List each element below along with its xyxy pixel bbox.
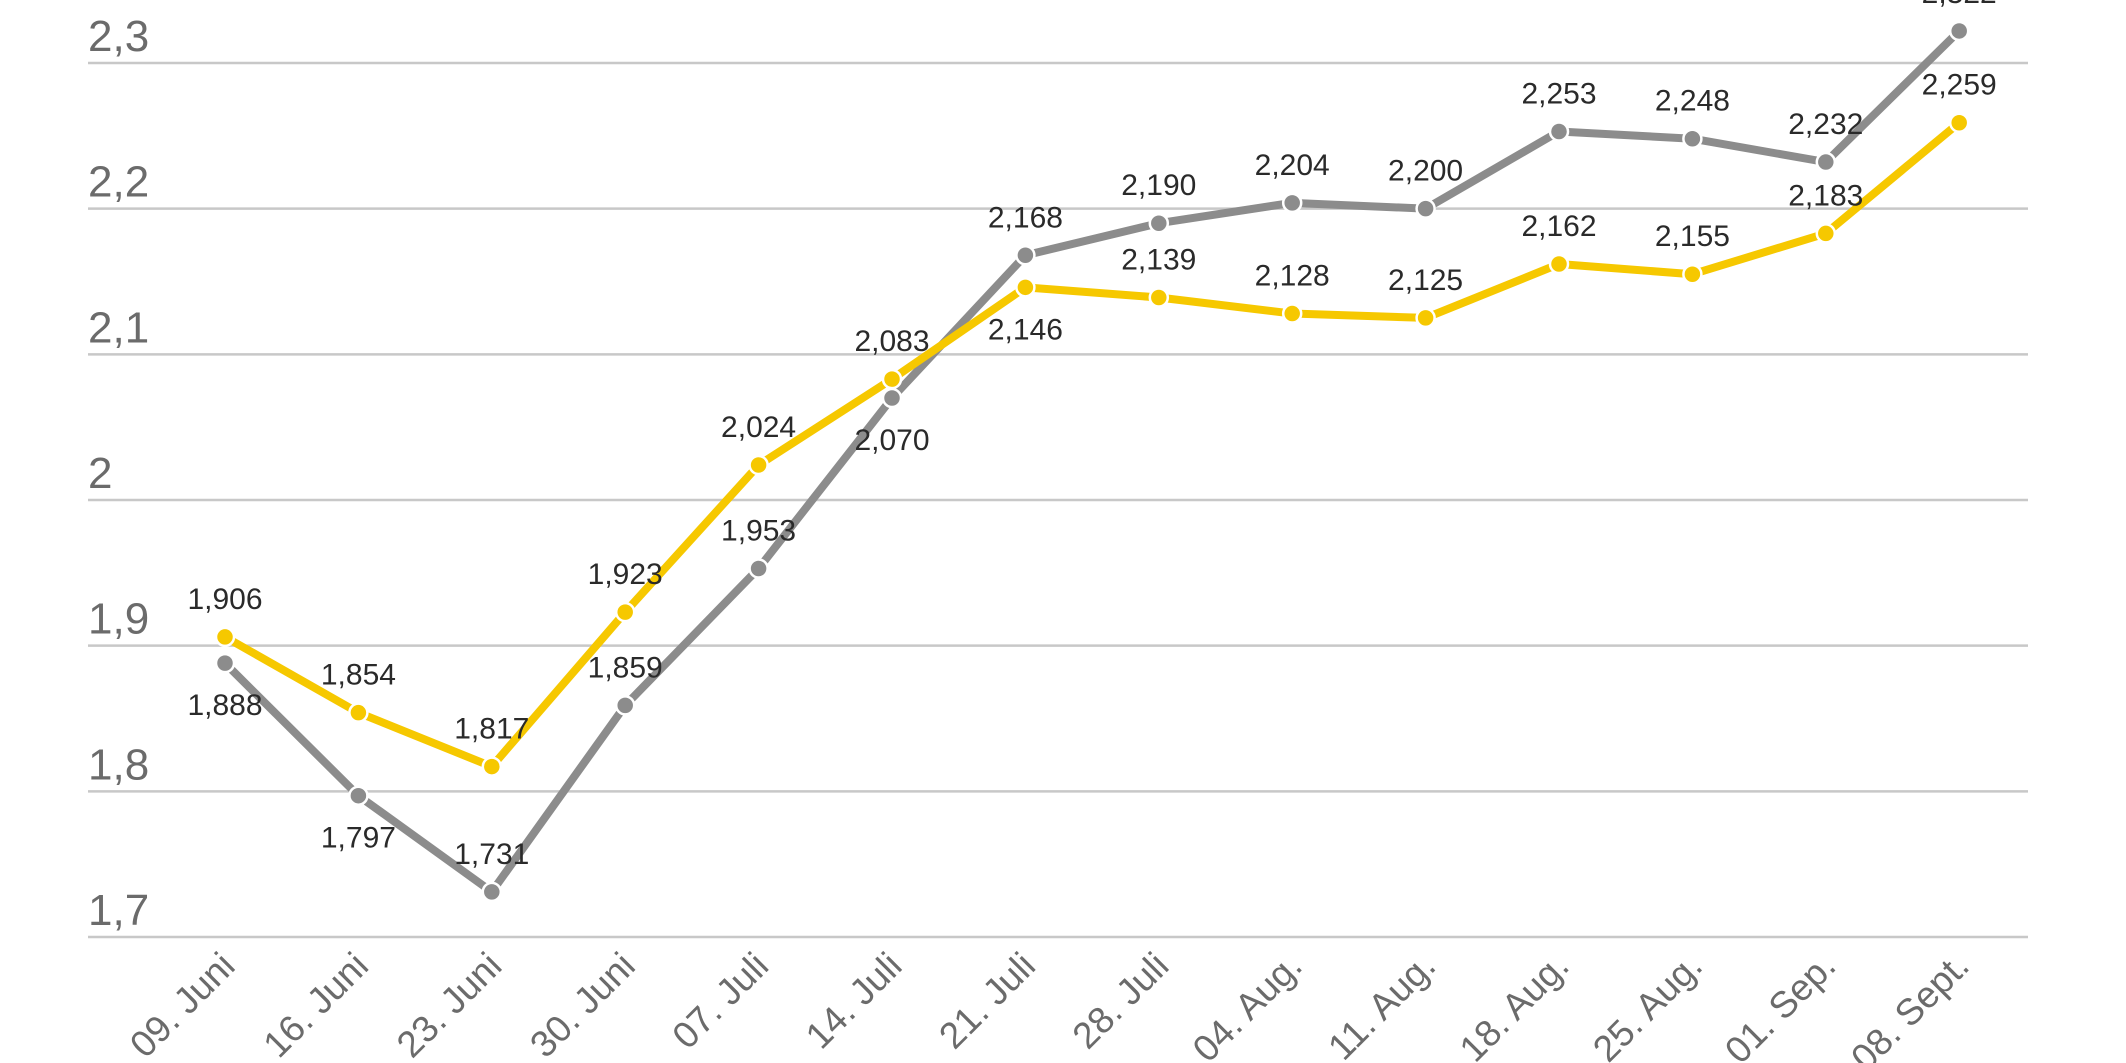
- x-axis-labels: 09. Juni 16. Juni 23. Juni 30. Juni 07. Juli…: [122, 945, 1977, 1063]
- data-label: 2,248: [1655, 85, 1730, 118]
- y-tick-label: 1,7: [88, 886, 149, 935]
- data-point: [1815, 151, 1837, 173]
- data-point: [1682, 263, 1703, 285]
- data-point: [481, 756, 503, 777]
- y-axis-labels: 1,7 1,8 1,9 2 2,1 2,2 2,3: [88, 12, 149, 935]
- data-label: 1,817: [454, 713, 529, 746]
- data-point: [1148, 287, 1170, 308]
- data-label: 2,168: [988, 201, 1063, 234]
- data-label: 1,953: [721, 514, 796, 547]
- x-tick-label: 04. Aug.: [1185, 945, 1310, 1063]
- y-tick-label: 2,2: [88, 158, 149, 207]
- data-label: 2,259: [1922, 69, 1997, 102]
- data-point: [1415, 307, 1436, 329]
- data-point: [1815, 223, 1837, 244]
- data-label: 2,070: [854, 424, 929, 457]
- data-point: [614, 601, 636, 623]
- x-tick-label: 23. Juni: [389, 945, 510, 1063]
- data-label: 1,859: [588, 651, 663, 684]
- data-label: 2,128: [1255, 260, 1330, 293]
- data-label: 2,200: [1388, 155, 1463, 188]
- data-label: 1,731: [454, 838, 529, 871]
- x-tick-label: 11. Aug.: [1320, 945, 1443, 1063]
- data-label: 2,125: [1388, 264, 1463, 297]
- data-label: 2,155: [1655, 220, 1730, 253]
- data-point: [614, 695, 636, 716]
- data-label: 1,906: [187, 583, 262, 616]
- data-label: 2,162: [1521, 210, 1596, 243]
- data-label: 1,888: [187, 689, 262, 722]
- series-lines: [221, 26, 1964, 896]
- y-tick-label: 2: [88, 449, 112, 498]
- data-point: [1948, 20, 1970, 42]
- gridlines: [88, 61, 2028, 939]
- data-point: [748, 454, 769, 476]
- data-label: 2,139: [1121, 244, 1196, 277]
- data-label: 2,232: [1788, 108, 1863, 141]
- data-point: [1015, 277, 1036, 298]
- data-point: [1548, 253, 1570, 275]
- data-label: 2,024: [721, 411, 796, 444]
- x-tick-label: 07. Juli: [664, 945, 776, 1057]
- data-point: [481, 881, 503, 903]
- data-point: [881, 368, 903, 390]
- data-point: [348, 785, 369, 806]
- data-label: 1,797: [321, 822, 396, 855]
- data-labels: 1,906 1,854 1,817 1,923 2,024 2,083 2,146 2,139…: [187, 0, 1996, 871]
- data-point: [1548, 121, 1570, 142]
- series-line: [221, 26, 1964, 896]
- y-tick-label: 2,1: [88, 303, 149, 352]
- data-label: 1,854: [321, 659, 396, 692]
- data-point: [214, 626, 236, 648]
- data-label: 1,923: [588, 558, 663, 591]
- data-point: [1415, 198, 1436, 219]
- x-tick-label: 28. Juli: [1065, 945, 1177, 1057]
- y-tick-label: 1,9: [88, 595, 149, 644]
- data-label: 2,083: [854, 325, 929, 358]
- y-tick-label: 1,8: [88, 740, 149, 789]
- data-point: [1281, 192, 1303, 214]
- x-tick-label: 16. Juni: [255, 945, 376, 1063]
- data-point: [348, 702, 369, 723]
- data-label: 2,253: [1521, 77, 1596, 110]
- x-tick-label: 21. Juli: [931, 945, 1043, 1057]
- data-label: 2,322: [1922, 0, 1997, 10]
- data-point: [881, 387, 903, 409]
- data-label: 2,146: [988, 313, 1063, 346]
- data-point: [1148, 212, 1170, 234]
- data-point: [1015, 245, 1036, 266]
- data-point: [1281, 303, 1303, 324]
- x-tick-label: 08. Sept.: [1843, 945, 1977, 1063]
- data-label: 2,183: [1788, 179, 1863, 212]
- series-points: [214, 20, 1970, 903]
- x-tick-label: 09. Juni: [122, 945, 243, 1063]
- x-tick-label: 30. Juni: [522, 945, 643, 1063]
- x-tick-label: 18. Aug.: [1452, 945, 1577, 1063]
- x-tick-label: 01. Sep.: [1717, 945, 1843, 1063]
- data-point: [1682, 128, 1703, 149]
- data-point: [1948, 112, 1970, 133]
- data-point: [748, 558, 769, 579]
- y-tick-label: 2,3: [88, 12, 149, 61]
- x-tick-label: 25. Aug.: [1585, 945, 1710, 1063]
- data-label: 2,204: [1255, 149, 1330, 182]
- data-point: [214, 652, 236, 674]
- x-tick-label: 14. Juli: [798, 945, 910, 1057]
- series-line: [221, 118, 1964, 771]
- data-label: 2,190: [1121, 169, 1196, 202]
